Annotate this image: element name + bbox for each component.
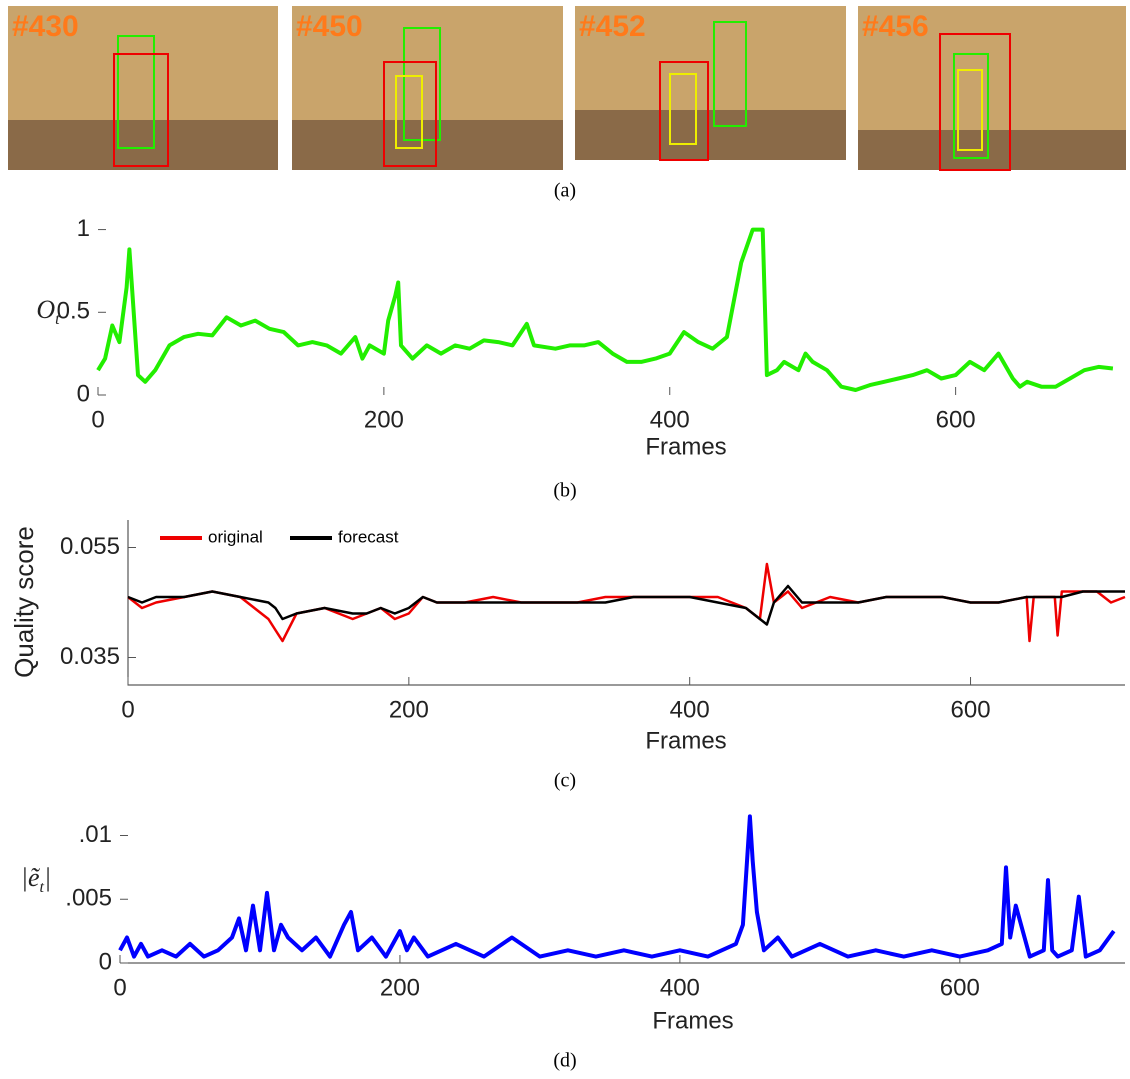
- x-tick-label: 0: [113, 974, 126, 1001]
- y-axis-label-part: t: [40, 879, 45, 896]
- x-tick-label: 200: [389, 696, 429, 723]
- x-axis-label: Frames: [652, 1007, 733, 1034]
- y-axis-label: Ot: [36, 295, 60, 328]
- y-axis-label-part: Quality score: [9, 526, 39, 678]
- y-tick-label: 1: [77, 215, 90, 242]
- y-tick-label: 0.5: [57, 298, 90, 325]
- frame-label: #430: [12, 10, 79, 43]
- frame: #452: [575, 6, 846, 161]
- y-axis-label-part: |: [44, 863, 51, 892]
- frame-label: #452: [579, 10, 646, 43]
- y-tick-label: 0.035: [60, 643, 120, 670]
- x-tick-label: 600: [951, 696, 991, 723]
- x-tick-label: 600: [940, 974, 980, 1001]
- caption: (a): [554, 180, 576, 202]
- frame-label: #450: [296, 10, 363, 43]
- frame: #450: [292, 6, 563, 170]
- caption: (d): [553, 1050, 576, 1072]
- x-tick-label: 0: [121, 696, 134, 723]
- y-tick-label: .01: [79, 821, 112, 848]
- x-tick-label: 0: [91, 406, 104, 433]
- frame-label: #456: [862, 10, 929, 43]
- y-axis-label-part: t: [55, 311, 60, 328]
- y-tick-label: .005: [65, 885, 112, 912]
- data-line: [118, 814, 1116, 959]
- x-tick-label: 600: [936, 406, 976, 433]
- frame: #430: [8, 6, 278, 170]
- caption: (c): [554, 770, 576, 792]
- x-axis-label: Frames: [645, 727, 726, 754]
- x-axis-label: Frames: [645, 433, 726, 460]
- y-axis-label-part: O: [36, 295, 55, 324]
- x-tick-label: 200: [380, 974, 420, 1001]
- y-axis-label: |ẽt|: [21, 863, 51, 896]
- caption: (b): [553, 480, 576, 502]
- legend-label: original: [208, 527, 263, 546]
- y-tick-label: 0: [99, 948, 112, 975]
- y-tick-label: 0: [77, 380, 90, 407]
- x-tick-label: 400: [650, 406, 690, 433]
- y-axis-label: Quality score: [9, 526, 39, 678]
- legend-label: forecast: [338, 527, 399, 546]
- y-axis-label-part: |ẽ: [21, 863, 41, 892]
- y-tick-label: 0.055: [60, 533, 120, 560]
- x-tick-label: 400: [660, 974, 700, 1001]
- x-tick-label: 200: [364, 406, 404, 433]
- data-line: [96, 227, 1114, 392]
- x-tick-label: 400: [670, 696, 710, 723]
- data-line: [127, 584, 1125, 626]
- frame: #456: [858, 6, 1126, 171]
- frame-panel: #430 #450 #452 #456: [8, 6, 1126, 171]
